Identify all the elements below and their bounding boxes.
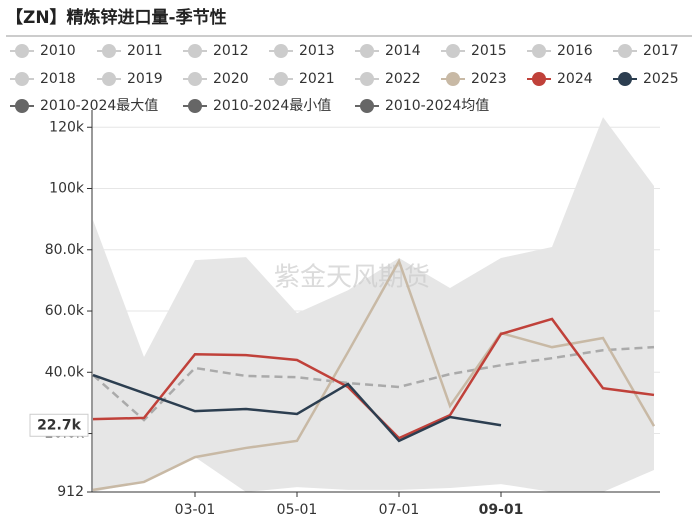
- legend-label: 2019: [127, 71, 163, 87]
- legend-marker: [102, 72, 116, 86]
- legend-marker: [274, 44, 288, 58]
- y-tick-label: 100k: [49, 181, 85, 197]
- legend-marker: [188, 72, 202, 86]
- watermark: 紫金天风期货: [274, 263, 430, 293]
- legend-marker: [446, 44, 460, 58]
- x-tick-label: 03-01: [175, 502, 216, 518]
- y-tick-label: 912: [57, 484, 84, 500]
- legend-marker: [274, 72, 288, 86]
- legend-label: 2012: [213, 43, 249, 59]
- legend-label: 2017: [643, 43, 679, 59]
- x-tick-label: 09-01: [479, 502, 524, 518]
- series-line: [92, 373, 502, 443]
- chart-title: 【ZN】精炼锌进口量-季节性: [6, 7, 227, 28]
- legend-marker: [360, 44, 374, 58]
- legend-marker: [188, 99, 202, 113]
- legend-marker: [188, 44, 202, 58]
- legend-label: 2010-2024均值: [385, 98, 489, 114]
- legend-marker: [15, 99, 29, 113]
- series-line: [92, 345, 655, 422]
- legend-label: 2015: [471, 43, 507, 59]
- x-tick-label: 05-01: [277, 502, 318, 518]
- legend-label: 2020: [213, 71, 249, 87]
- value-label: 22.7k: [37, 417, 82, 433]
- legend-label: 2013: [299, 43, 335, 59]
- legend-marker: [532, 44, 546, 58]
- legend-label: 2014: [385, 43, 421, 59]
- y-tick-label: 40.0k: [45, 364, 85, 380]
- x-tick-label: 07-01: [379, 502, 420, 518]
- legend-marker: [618, 72, 632, 86]
- legend-label: 2016: [557, 43, 593, 59]
- legend-label: 2018: [40, 71, 76, 87]
- legend-label: 2025: [643, 71, 679, 87]
- y-tick-label: 120k: [49, 119, 85, 135]
- legend-marker: [532, 72, 546, 86]
- y-tick-label: 60.0k: [45, 303, 85, 319]
- legend-label: 2010-2024最大值: [40, 98, 158, 114]
- value-flag: [29, 413, 89, 437]
- legend-label: 2010: [40, 43, 76, 59]
- legend-marker: [360, 72, 374, 86]
- legend-marker: [15, 72, 29, 86]
- series-line: [92, 258, 656, 492]
- legend-label: 2011: [127, 43, 163, 59]
- y-tick-label: 80.0k: [45, 242, 85, 258]
- legend-label: 2021: [299, 71, 335, 87]
- legend-label: 2022: [385, 71, 421, 87]
- legend-marker: [360, 99, 374, 113]
- legend-label: 2010-2024最小值: [213, 98, 331, 114]
- legend-marker: [102, 44, 116, 58]
- legend-label: 2024: [557, 71, 593, 87]
- legend-marker: [446, 72, 460, 86]
- legend-marker: [618, 44, 632, 58]
- legend-marker: [15, 44, 29, 58]
- legend-label: 2023: [471, 71, 507, 87]
